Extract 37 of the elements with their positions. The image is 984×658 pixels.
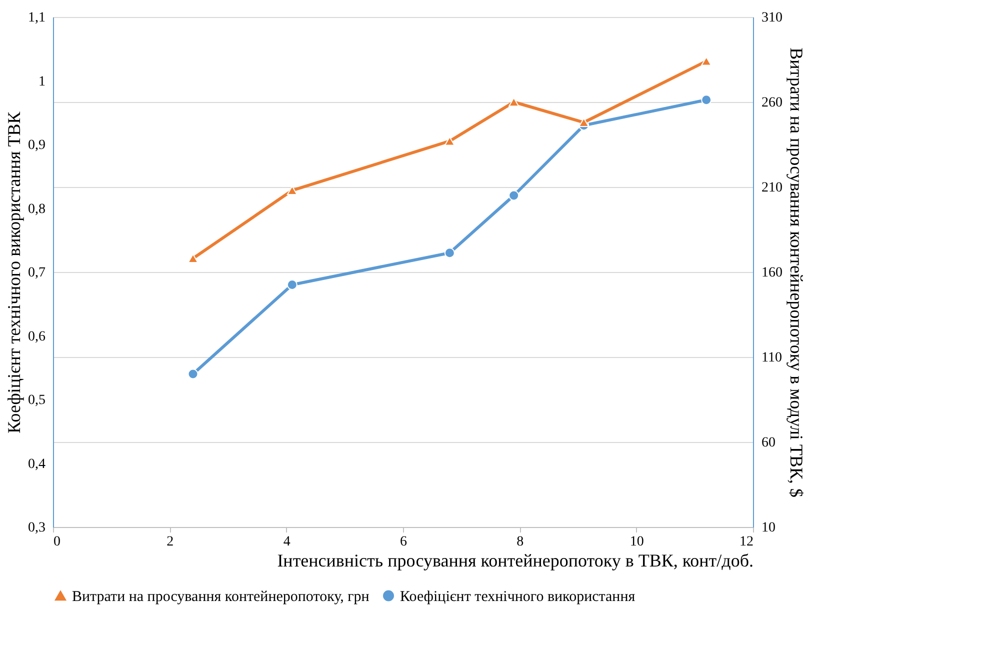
point <box>286 186 298 196</box>
y2-axis-title: Витрати на просування контейнеропотоку в модулі ТВК, $ <box>786 48 806 498</box>
y2-tick-label: 10 <box>762 520 776 536</box>
point <box>701 56 712 66</box>
point <box>508 190 520 201</box>
point <box>188 368 198 380</box>
y-tick-label: 0,8 <box>28 202 46 217</box>
y-tick-label: 1 <box>38 74 46 90</box>
y-tick-label: 0,3 <box>28 520 46 536</box>
x-tick-label: 2 <box>166 534 174 550</box>
x-tick-label: 10 <box>630 534 644 550</box>
y-tick-label: 0,4 <box>28 456 46 472</box>
point <box>578 118 590 128</box>
point <box>286 280 298 290</box>
y2-tick-label: 110 <box>762 350 782 366</box>
legend-label: Коефіцієнт технічного використання <box>400 588 636 605</box>
x-tick-label: 0 <box>54 534 60 550</box>
x-tick-label: 4 <box>283 534 290 550</box>
legend-label: Витрати на просування контейнеропотоку, грн <box>72 588 370 605</box>
y-tick-label: 0,9 <box>28 138 46 153</box>
point <box>188 254 198 264</box>
y2-tick-label: 260 <box>762 96 782 110</box>
y2-tick-label: 310 <box>762 10 782 26</box>
x-axis-title: Інтенсивність просування контейнеропотоку в ТВК, конт/доб. <box>277 550 754 570</box>
y-tick-label: 0,5 <box>28 393 46 408</box>
y-tick-label: 1,1 <box>28 10 46 26</box>
point <box>444 248 455 258</box>
y2-tick-label: 210 <box>762 180 782 196</box>
y-axis-title: Коефіцієнт технічного використання ТВК <box>4 110 24 434</box>
x-tick-label: 12 <box>740 534 754 550</box>
point <box>701 94 712 106</box>
y2-tick-label: 60 <box>762 436 776 450</box>
x-tick-label: 6 <box>400 534 407 550</box>
y-tick-label: 0,7 <box>28 266 46 280</box>
y-tick-label: 0,6 <box>28 329 46 344</box>
y2-tick-label: 160 <box>762 266 782 280</box>
x-tick-label: 8 <box>516 534 524 550</box>
